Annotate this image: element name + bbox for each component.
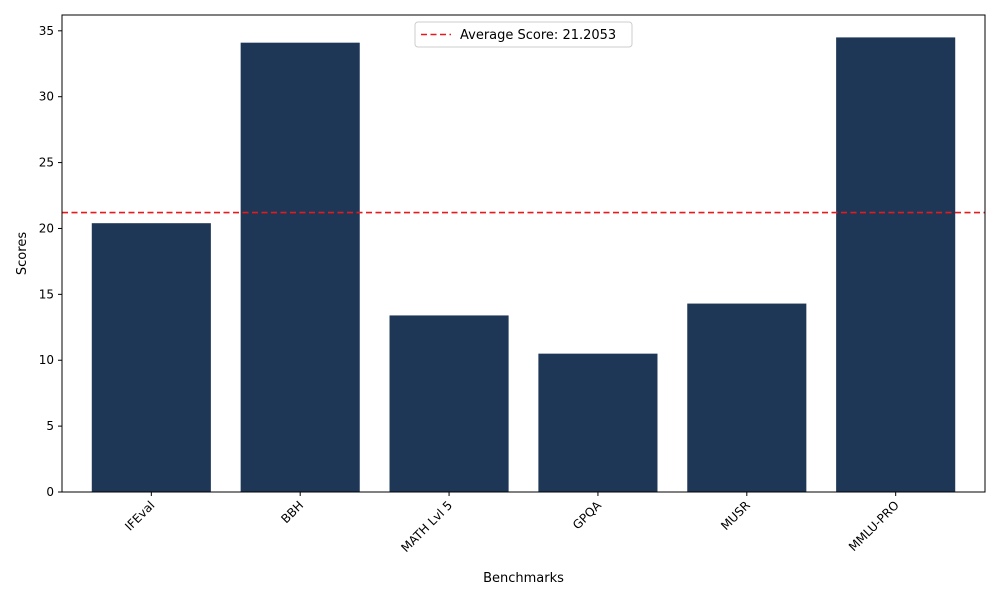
bars-group — [91, 37, 956, 493]
bar-ifeval — [91, 223, 211, 493]
x-tick-label: IFEval — [122, 498, 157, 533]
x-axis-title: Benchmarks — [483, 571, 564, 586]
bar-mmlu-pro — [836, 37, 956, 493]
x-tick-label: MATH Lvl 5 — [398, 498, 455, 555]
x-tick-label: MUSR — [718, 498, 753, 533]
y-tick-label: 15 — [39, 287, 54, 301]
y-axis-ticks: 0 5 10 15 20 25 30 35 — [39, 24, 62, 499]
y-axis-title: Scores — [15, 232, 30, 275]
legend-label: Average Score: 21.2053 — [460, 28, 616, 43]
x-tick-label: GPQA — [570, 498, 605, 533]
plot-area — [62, 15, 985, 492]
y-tick-label: 35 — [39, 24, 54, 38]
y-tick-label: 30 — [39, 90, 54, 104]
bar-bbh — [240, 42, 360, 493]
plot-frame — [61, 14, 986, 493]
x-tick-label: BBH — [278, 498, 306, 526]
legend: Average Score: 21.2053 — [414, 21, 633, 48]
y-tick-label: 25 — [39, 156, 54, 170]
bar-gpqa — [538, 353, 658, 492]
x-tick-label: MMLU-PRO — [846, 498, 902, 554]
y-tick-label: 5 — [46, 419, 54, 433]
y-tick-label: 0 — [46, 485, 54, 499]
y-tick-label: 20 — [39, 221, 54, 235]
y-tick-label: 10 — [39, 353, 54, 367]
bar-musr — [687, 303, 807, 492]
bar-math-lvl-5 — [389, 315, 509, 492]
legend-box — [414, 21, 633, 48]
x-axis-ticks: IFEval BBH MATH Lvl 5 GPQA MUSR MMLU-PRO — [122, 492, 902, 555]
